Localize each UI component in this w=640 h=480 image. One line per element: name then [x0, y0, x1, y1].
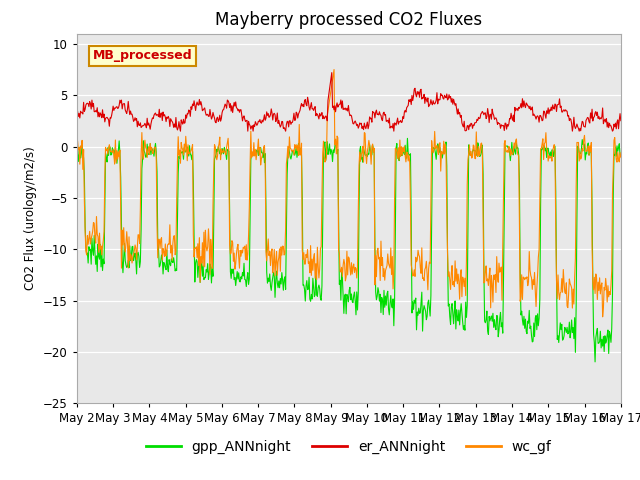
Y-axis label: CO2 Flux (urology/m2/s): CO2 Flux (urology/m2/s): [24, 146, 38, 290]
wc_gf: [223, 144, 230, 150]
gpp_ANNnight: [223, 156, 230, 162]
gpp_ANNnight: [591, 359, 599, 365]
Line: er_ANNnight: er_ANNnight: [77, 72, 621, 131]
Line: wc_gf: wc_gf: [77, 70, 621, 317]
gpp_ANNnight: [404, 135, 412, 141]
er_ANNnight: [83, 101, 90, 107]
gpp_ANNnight: [73, 158, 81, 164]
gpp_ANNnight: [617, 153, 625, 159]
gpp_ANNnight: [194, 275, 202, 280]
gpp_ANNnight: [416, 311, 424, 316]
wc_gf: [617, 154, 625, 160]
wc_gf: [431, 146, 439, 152]
gpp_ANNnight: [431, 150, 439, 156]
er_ANNnight: [417, 87, 424, 93]
wc_gf: [416, 254, 424, 260]
Legend: gpp_ANNnight, er_ANNnight, wc_gf: gpp_ANNnight, er_ANNnight, wc_gf: [140, 434, 557, 459]
wc_gf: [330, 67, 338, 72]
Line: gpp_ANNnight: gpp_ANNnight: [77, 138, 621, 362]
wc_gf: [73, 147, 81, 153]
wc_gf: [139, 153, 147, 159]
er_ANNnight: [223, 97, 231, 103]
er_ANNnight: [139, 123, 147, 129]
wc_gf: [194, 241, 202, 247]
gpp_ANNnight: [83, 250, 90, 256]
er_ANNnight: [328, 70, 335, 75]
er_ANNnight: [195, 102, 202, 108]
er_ANNnight: [73, 113, 81, 119]
Text: MB_processed: MB_processed: [93, 49, 193, 62]
wc_gf: [599, 314, 607, 320]
Title: Mayberry processed CO2 Fluxes: Mayberry processed CO2 Fluxes: [215, 11, 483, 29]
wc_gf: [83, 252, 90, 258]
er_ANNnight: [433, 97, 440, 103]
er_ANNnight: [617, 118, 625, 123]
er_ANNnight: [177, 128, 184, 134]
gpp_ANNnight: [139, 156, 147, 161]
